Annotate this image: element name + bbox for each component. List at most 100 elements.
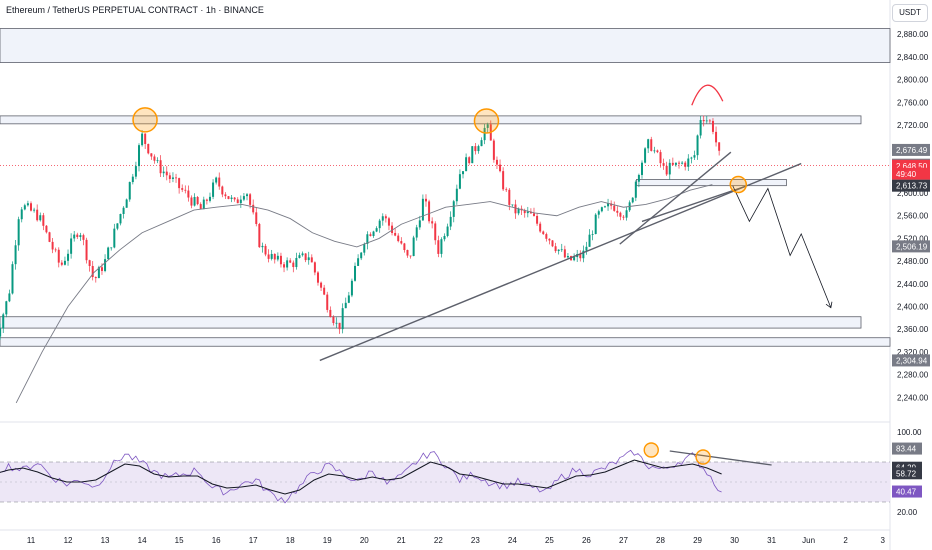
candle-body	[230, 197, 233, 199]
time-tick-label: 2	[843, 536, 848, 545]
candle-body	[585, 246, 588, 251]
rsi-tick-label: 20.00	[897, 508, 918, 517]
trendline	[619, 151, 732, 245]
candle-body	[412, 237, 415, 257]
candle-body	[548, 238, 551, 241]
time-tick-label: 23	[471, 536, 480, 545]
rsi-highlight-circle	[695, 449, 711, 465]
candle-body	[181, 188, 184, 190]
candle-body	[298, 255, 301, 258]
candle-body	[73, 234, 76, 239]
candle-body	[557, 249, 560, 252]
candle-body	[264, 245, 267, 255]
candle-body	[449, 216, 452, 227]
candle-body	[477, 146, 480, 152]
candle-body	[400, 241, 403, 244]
candle-body	[316, 272, 319, 283]
candle-body	[42, 215, 45, 226]
candle-body	[440, 239, 443, 254]
candle-body	[270, 253, 273, 259]
candle-body	[289, 260, 292, 263]
candle-body	[495, 159, 498, 165]
candle-body	[659, 152, 662, 164]
highlight-circle	[729, 175, 748, 194]
candle-body	[637, 174, 640, 182]
currency-button[interactable]: USDT	[892, 4, 928, 22]
price-tick-label: 2,240.00	[897, 393, 929, 402]
support-band	[0, 337, 891, 347]
candle-body	[424, 198, 427, 202]
candle-body	[415, 227, 418, 238]
candle-body	[532, 213, 535, 216]
candle-body	[162, 171, 165, 174]
candle-body	[60, 262, 63, 265]
candle-body	[168, 175, 171, 179]
candle-body	[681, 162, 684, 164]
candle-body	[616, 210, 619, 213]
candle-body	[141, 133, 144, 146]
price-tick-label: 2,800.00	[897, 76, 929, 85]
rsi-tag-box	[892, 467, 922, 480]
candle-body	[610, 203, 613, 206]
time-tick-label: 22	[434, 536, 443, 545]
candle-body	[653, 150, 656, 152]
candle-body	[551, 240, 554, 247]
candle-body	[344, 302, 347, 309]
candle-body	[403, 243, 406, 251]
candle-body	[39, 215, 42, 221]
candle-body	[122, 207, 125, 214]
candle-body	[458, 174, 461, 189]
candle-body	[554, 246, 557, 252]
rsi-divergence-line	[669, 450, 772, 466]
candle-body	[292, 262, 295, 268]
candle-body	[644, 148, 647, 163]
candle-body	[545, 234, 548, 239]
drawings	[15, 84, 833, 404]
candle-body	[82, 235, 85, 240]
candle-body	[640, 162, 643, 175]
candle-body	[508, 189, 511, 205]
candle-body	[421, 198, 424, 221]
projection-arrowhead	[825, 301, 833, 309]
candle-body	[208, 196, 211, 201]
price-tick-label: 2,360.00	[897, 325, 929, 334]
candle-body	[67, 253, 70, 261]
candle-body	[613, 205, 616, 211]
candle-body	[471, 146, 474, 164]
candle-body	[261, 245, 264, 248]
time-tick-label: 12	[64, 536, 73, 545]
price-tag-label: 2,506.19	[896, 242, 928, 251]
candle-body	[409, 255, 412, 257]
candle-body	[295, 257, 298, 268]
candle-body	[79, 235, 82, 238]
candle-body	[452, 201, 455, 217]
price-tick-label: 2,520.00	[897, 234, 929, 243]
rsi-tag-label: 40.47	[896, 488, 917, 497]
highlight-circle	[132, 107, 158, 133]
candle-body	[249, 194, 252, 205]
candle-body	[227, 196, 230, 199]
time-tick-label: 28	[656, 536, 665, 545]
candle-body	[665, 165, 668, 175]
candle-body	[542, 231, 545, 235]
time-tick-label: 3	[880, 536, 885, 545]
candle-body	[600, 207, 603, 212]
time-tick-label: 21	[397, 536, 406, 545]
candle-body	[215, 177, 218, 183]
candle-body	[369, 234, 372, 237]
candle-body	[563, 249, 566, 258]
candle-body	[502, 171, 505, 190]
candle-body	[153, 156, 156, 161]
candle-body	[711, 120, 714, 132]
candle-body	[434, 223, 437, 241]
trendline	[319, 162, 802, 362]
candle-body	[455, 188, 458, 202]
candle-body	[486, 124, 489, 128]
candle-body	[526, 211, 529, 214]
time-tick-label: 19	[323, 536, 332, 545]
candle-body	[514, 204, 517, 214]
price-tag-label: 49:40	[896, 170, 917, 179]
candle-body	[443, 235, 446, 240]
candle-body	[622, 216, 625, 218]
